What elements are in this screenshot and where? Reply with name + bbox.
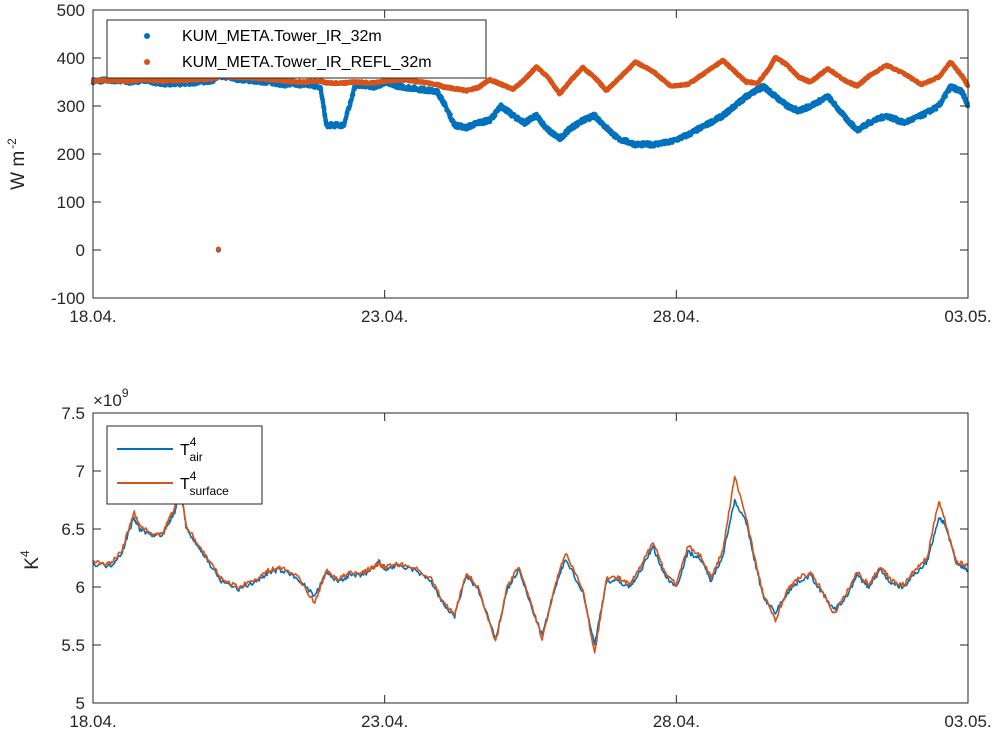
top-ytick-label: 100 bbox=[57, 193, 85, 212]
top-scatter-point bbox=[322, 107, 327, 112]
top-scatter-point bbox=[934, 107, 939, 112]
top-xtick-label: 28.04. bbox=[653, 307, 700, 326]
top-ytick-label: 0 bbox=[76, 241, 85, 260]
top-series-2 bbox=[90, 55, 971, 252]
top-ytick-label: 300 bbox=[57, 97, 85, 116]
top-xtick-label: 23.04. bbox=[361, 307, 408, 326]
top-ytick-label: 500 bbox=[57, 1, 85, 20]
top-scatter-point bbox=[319, 87, 324, 93]
top-ytick-label: -100 bbox=[51, 289, 85, 308]
top-ytick-label: 200 bbox=[57, 145, 85, 164]
top-outlier-point bbox=[215, 246, 222, 252]
top-ytick-label: 400 bbox=[57, 49, 85, 68]
top-xtick-label: 18.04. bbox=[69, 307, 116, 326]
top-scatter-point bbox=[493, 113, 498, 118]
top-scatter-point bbox=[351, 92, 356, 97]
top-scatter-point bbox=[448, 112, 453, 117]
